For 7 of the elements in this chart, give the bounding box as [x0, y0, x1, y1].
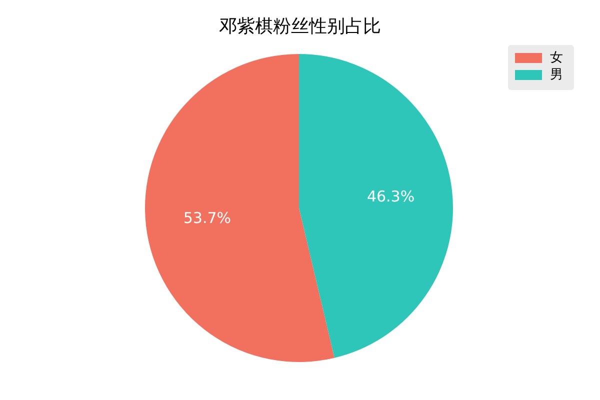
chart-title: 邓紫棋粉丝性别占比	[219, 16, 381, 37]
data-label: 53.7%	[183, 208, 232, 227]
legend-label: 男	[550, 68, 563, 83]
pie-slice	[145, 54, 334, 362]
data-label: 46.3%	[366, 187, 415, 206]
pie-slice	[299, 54, 453, 358]
legend-label: 女	[550, 50, 563, 66]
